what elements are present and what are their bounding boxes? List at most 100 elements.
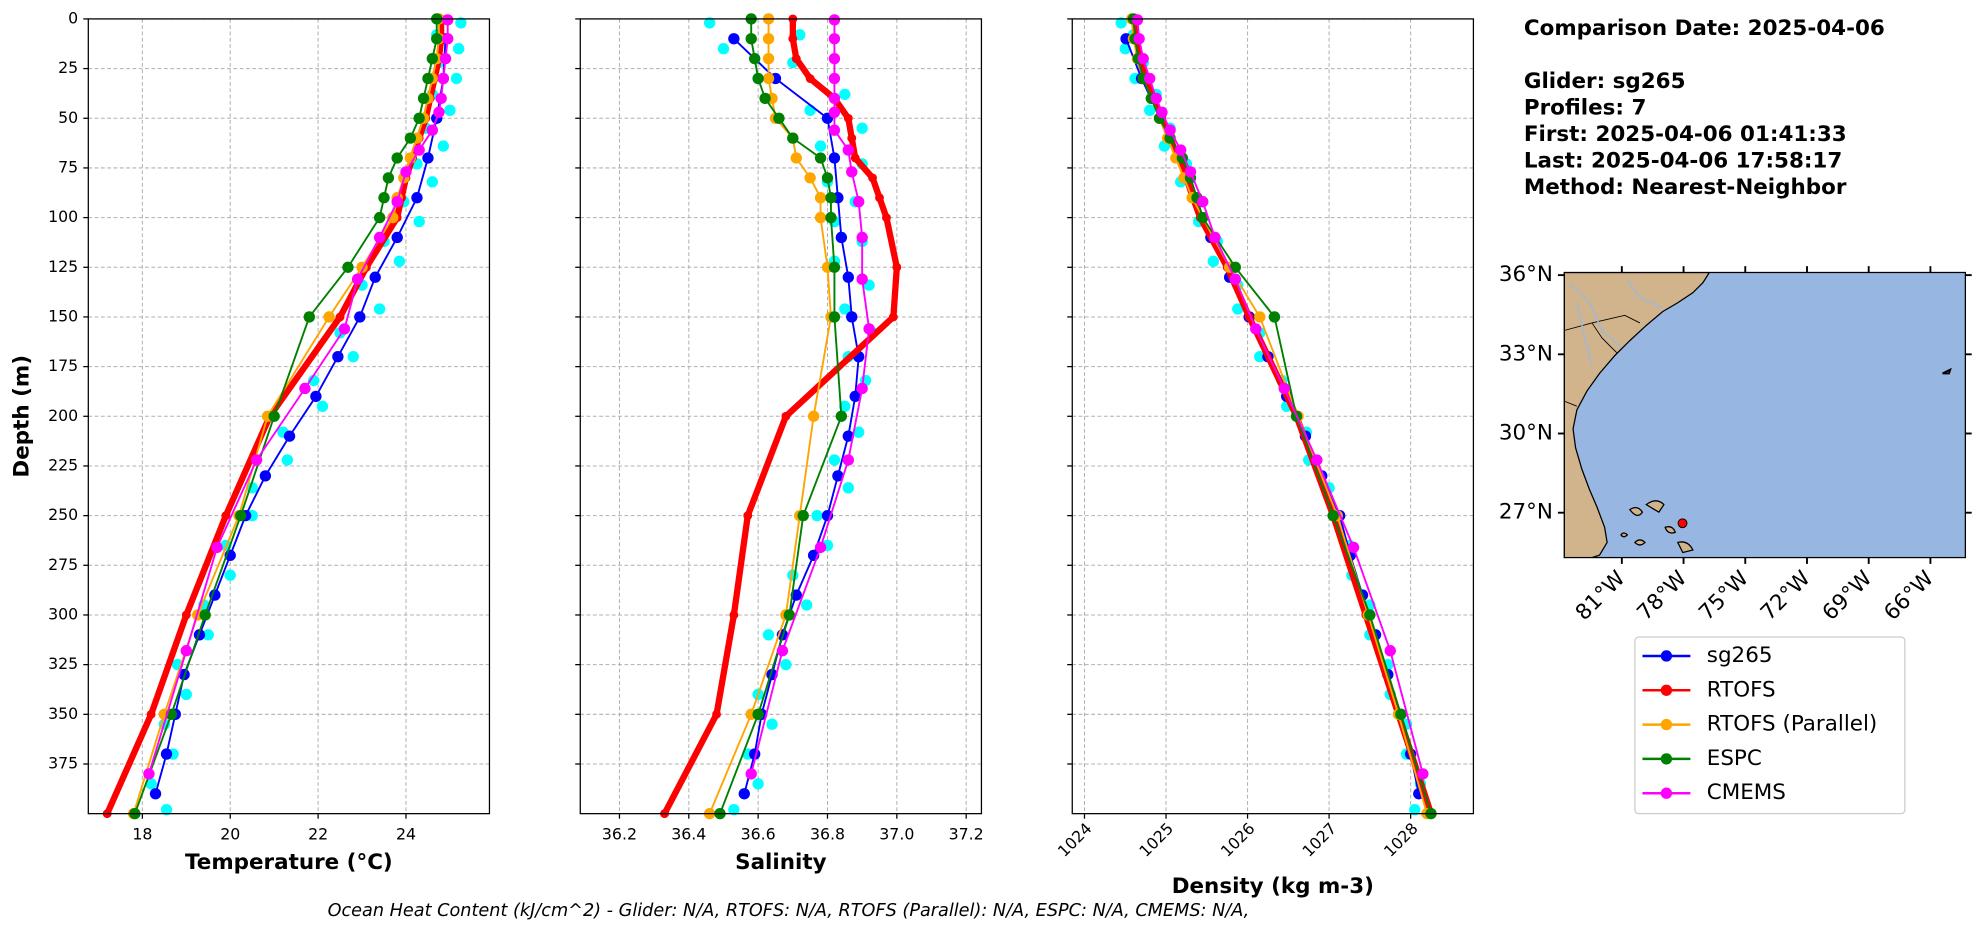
y-tick-label: 0 bbox=[68, 8, 78, 27]
series-marker bbox=[146, 709, 156, 719]
series-marker bbox=[413, 144, 425, 156]
series-marker bbox=[1150, 92, 1162, 105]
y-tick-label: 50 bbox=[58, 108, 78, 127]
series-marker bbox=[843, 113, 853, 123]
series-marker bbox=[847, 133, 857, 143]
series-marker bbox=[1347, 541, 1360, 554]
series-marker bbox=[743, 511, 753, 521]
x-tick-label: 18 bbox=[132, 825, 152, 844]
legend-label: sg265 bbox=[1707, 643, 1773, 668]
x-axis-label: Density (kg m-3) bbox=[1172, 874, 1374, 899]
series-marker bbox=[856, 231, 868, 244]
raw-point bbox=[1207, 255, 1219, 267]
series-marker bbox=[846, 311, 858, 323]
raw-point bbox=[752, 778, 764, 790]
series-marker bbox=[825, 211, 837, 224]
series-marker bbox=[422, 152, 434, 164]
info-method: Method: Nearest-Neighbor bbox=[1524, 175, 1847, 200]
series-marker bbox=[807, 410, 820, 422]
raw-point bbox=[801, 599, 813, 611]
series-marker bbox=[143, 768, 155, 780]
series-marker bbox=[781, 411, 791, 421]
series-marker bbox=[783, 609, 796, 621]
series-marker bbox=[828, 33, 841, 45]
raw-point bbox=[1144, 104, 1156, 116]
series-marker bbox=[842, 454, 854, 466]
series-marker bbox=[888, 312, 898, 322]
raw-point bbox=[1232, 303, 1244, 315]
raw-point bbox=[839, 303, 851, 315]
series-marker bbox=[828, 261, 841, 273]
series-marker bbox=[1395, 708, 1407, 720]
series-line bbox=[733, 38, 860, 795]
series-marker bbox=[805, 74, 815, 83]
series-marker bbox=[828, 311, 841, 323]
legend-marker bbox=[1660, 650, 1673, 662]
series-marker bbox=[745, 33, 757, 45]
series-marker bbox=[729, 610, 739, 620]
series-marker bbox=[378, 192, 390, 204]
y-tick-label: 250 bbox=[48, 505, 78, 524]
raw-point bbox=[180, 688, 192, 701]
plot-frame bbox=[1071, 18, 1475, 815]
series-marker bbox=[221, 511, 231, 521]
series-marker bbox=[283, 430, 296, 442]
series-marker bbox=[752, 72, 764, 85]
y-tick-label: 25 bbox=[58, 58, 78, 77]
map-y-tick-label: 36°N bbox=[1499, 262, 1553, 287]
x-tick-label: 1024 bbox=[1054, 819, 1096, 861]
series-marker bbox=[868, 173, 877, 183]
series-marker bbox=[814, 152, 827, 164]
x-tick-label: 1028 bbox=[1380, 819, 1422, 861]
series-marker bbox=[442, 33, 454, 45]
y-tick-label: 150 bbox=[48, 306, 78, 325]
map-frame bbox=[1563, 271, 1967, 559]
series-marker bbox=[332, 351, 344, 363]
series-line bbox=[661, 18, 900, 816]
raw-point bbox=[308, 374, 320, 387]
raw-point bbox=[853, 426, 865, 438]
series-marker bbox=[856, 273, 868, 285]
border bbox=[1564, 314, 1641, 331]
raw-point bbox=[828, 454, 841, 466]
series-marker bbox=[422, 72, 434, 85]
series-marker bbox=[804, 172, 816, 184]
series-marker bbox=[400, 166, 412, 178]
series-marker bbox=[431, 33, 443, 45]
series-marker bbox=[373, 211, 386, 224]
info-glider: Glider: sg265 bbox=[1524, 69, 1686, 94]
x-tick-label: 37.2 bbox=[949, 825, 984, 844]
series-marker bbox=[762, 72, 775, 85]
series-marker bbox=[759, 92, 771, 105]
series-marker bbox=[832, 470, 844, 482]
islands bbox=[1620, 500, 1694, 554]
series-marker bbox=[354, 311, 366, 323]
info-comparison: Comparison Date: 2025-04-06 bbox=[1524, 16, 1885, 41]
series-marker bbox=[828, 92, 841, 105]
series-marker bbox=[835, 231, 848, 244]
series-marker bbox=[787, 132, 799, 144]
series-marker bbox=[160, 748, 173, 760]
y-tick-label: 200 bbox=[48, 406, 78, 425]
series-marker bbox=[411, 192, 423, 204]
series-marker bbox=[199, 609, 211, 621]
series-marker bbox=[856, 382, 868, 395]
series-marker bbox=[442, 14, 454, 26]
raw-point bbox=[728, 804, 740, 816]
legend-marker bbox=[1660, 684, 1673, 696]
y-tick-label: 75 bbox=[58, 157, 78, 176]
series-marker bbox=[828, 72, 841, 85]
footer: Ocean Heat Content (kJ/cm^2) - Glider: N… bbox=[328, 901, 1250, 921]
series-marker bbox=[149, 788, 162, 800]
series-marker bbox=[391, 231, 403, 244]
legend-label: ESPC bbox=[1707, 746, 1762, 771]
series-marker bbox=[439, 52, 452, 65]
series-line bbox=[148, 19, 449, 775]
series-marker bbox=[825, 192, 837, 204]
series-marker bbox=[1133, 33, 1145, 45]
series-marker bbox=[1184, 166, 1197, 178]
series-marker bbox=[1164, 124, 1176, 136]
series-marker bbox=[814, 541, 827, 554]
y-tick-label: 175 bbox=[48, 356, 78, 375]
